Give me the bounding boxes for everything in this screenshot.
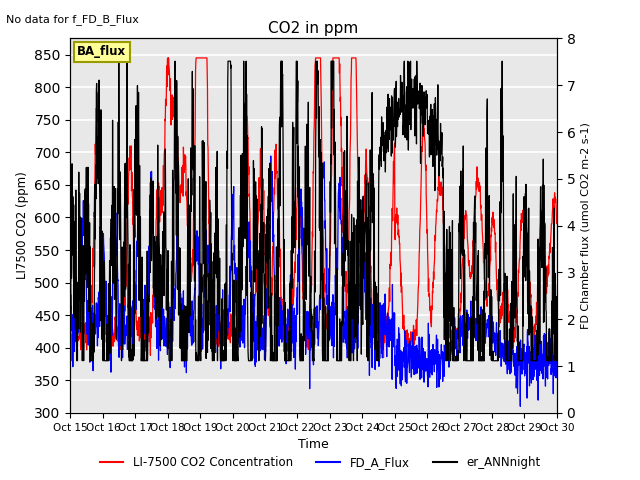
Y-axis label: LI7500 CO2 (ppm): LI7500 CO2 (ppm) [16,172,29,279]
Y-axis label: FD Chamber flux (umol CO2 m-2 s-1): FD Chamber flux (umol CO2 m-2 s-1) [581,122,591,329]
Title: CO2 in ppm: CO2 in ppm [268,21,359,36]
Text: BA_flux: BA_flux [77,45,127,59]
Text: No data for f_FD_B_Flux: No data for f_FD_B_Flux [6,14,140,25]
X-axis label: Time: Time [298,438,329,451]
Legend: LI-7500 CO2 Concentration, FD_A_Flux, er_ANNnight: LI-7500 CO2 Concentration, FD_A_Flux, er… [95,452,545,474]
